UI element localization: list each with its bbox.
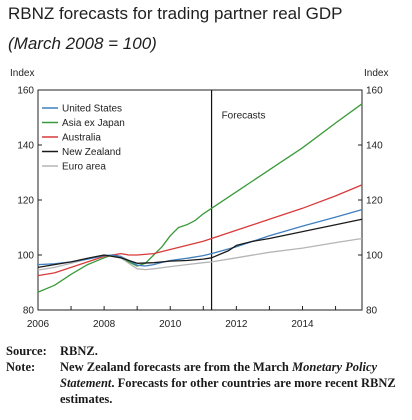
source-row: Source: RBNZ. [6, 343, 404, 359]
y-tick-label-right: 100 [366, 251, 383, 262]
axes: 80 80 100 100 120 120 140 140 160 160 2006 2008 2010… [17, 86, 383, 331]
y-tick-label-right: 120 [366, 196, 383, 207]
series-layer [37, 103, 363, 293]
y-axis-label-right: Index [364, 68, 388, 79]
legend-label: Asia ex Japan [62, 118, 125, 129]
x-tick-label: 2010 [159, 319, 182, 330]
note-text-italic: Monetary Policy Statement [60, 360, 378, 390]
y-tick-label-right: 140 [366, 141, 383, 152]
legend-label: United States [62, 104, 122, 115]
legend: United States Asia ex Japan Australia New Z… [42, 104, 125, 173]
y-axis-label-left: Index [10, 68, 34, 79]
legend-label: New Zealand [62, 147, 121, 158]
series-line-asia-ex-japan [37, 103, 363, 293]
chart-subtitle: (March 2008 = 100) [8, 34, 157, 53]
note-text-part-1: New Zealand forecasts are from the March [60, 360, 289, 374]
y-tick-label-left: 100 [17, 251, 34, 262]
y-tick-label-left: 80 [23, 306, 35, 317]
note-text: New Zealand forecasts are from the March… [60, 359, 404, 407]
x-tick-label: 2006 [27, 319, 50, 330]
x-tick-label: 2012 [225, 319, 248, 330]
series-line-united-states [37, 208, 363, 267]
series-line-australia [37, 184, 363, 277]
y-tick-label-left: 160 [17, 86, 34, 97]
forecast-annotation: Forecasts [222, 111, 266, 122]
y-tick-label-left: 120 [17, 196, 34, 207]
chart-svg: Index Index 80 80 100 100 120 120 140 140 160 160… [10, 68, 388, 331]
y-tick-label-left: 140 [17, 141, 34, 152]
legend-label: Australia [62, 133, 101, 144]
notes: Source: RBNZ. Note: New Zealand forecast… [6, 343, 404, 407]
y-tick-label-right: 160 [366, 86, 383, 97]
y-tick-label-right: 80 [366, 306, 378, 317]
source-key: Source: [6, 344, 47, 358]
note-row: Note: New Zealand forecasts are from the… [6, 359, 404, 407]
source-text: RBNZ. [60, 344, 98, 358]
x-tick-label: 2008 [93, 319, 116, 330]
note-key: Note: [6, 360, 36, 374]
legend-label: Euro area [62, 162, 106, 173]
x-tick-label: 2014 [291, 319, 314, 330]
note-text-part-2: . Forecasts for other countries are more… [60, 376, 396, 406]
chart-title: RBNZ forecasts for trading partner real … [8, 4, 343, 23]
series-line-new-zealand [37, 218, 363, 269]
